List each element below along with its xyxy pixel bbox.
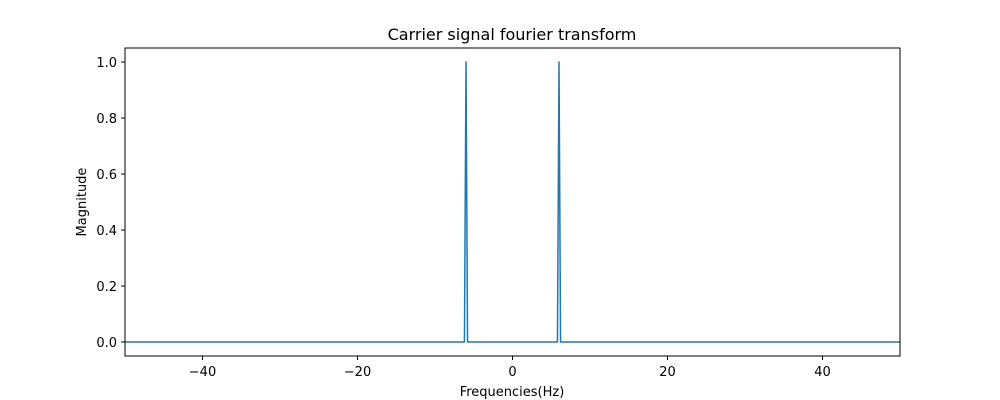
plot-area — [125, 48, 900, 356]
y-tick-label: 0.6 — [96, 168, 117, 183]
x-tick-label: −40 — [189, 365, 216, 380]
plot-frame — [124, 47, 901, 357]
y-tick-label: 0.2 — [96, 280, 117, 295]
y-tick-label: 0.0 — [96, 336, 117, 351]
x-axis: −40 −20 0 20 40 — [189, 356, 831, 380]
y-axis-label: Magnitude — [75, 168, 90, 237]
x-tick-label: −20 — [344, 365, 371, 380]
y-tick-label: 1.0 — [96, 56, 117, 71]
y-tick-label: 0.8 — [96, 112, 117, 127]
chart-title: Carrier signal fourier transform — [388, 25, 637, 44]
x-tick-label: 20 — [659, 365, 676, 380]
series-layer — [125, 61, 900, 343]
y-tick-label: 0.4 — [96, 224, 117, 239]
x-tick-label: 40 — [814, 365, 831, 380]
series-line-0 — [125, 61, 900, 343]
y-axis: 0.0 0.2 0.4 0.6 0.8 1.0 — [96, 56, 125, 351]
x-axis-label: Frequencies(Hz) — [460, 385, 565, 400]
x-tick-label: 0 — [508, 365, 516, 380]
